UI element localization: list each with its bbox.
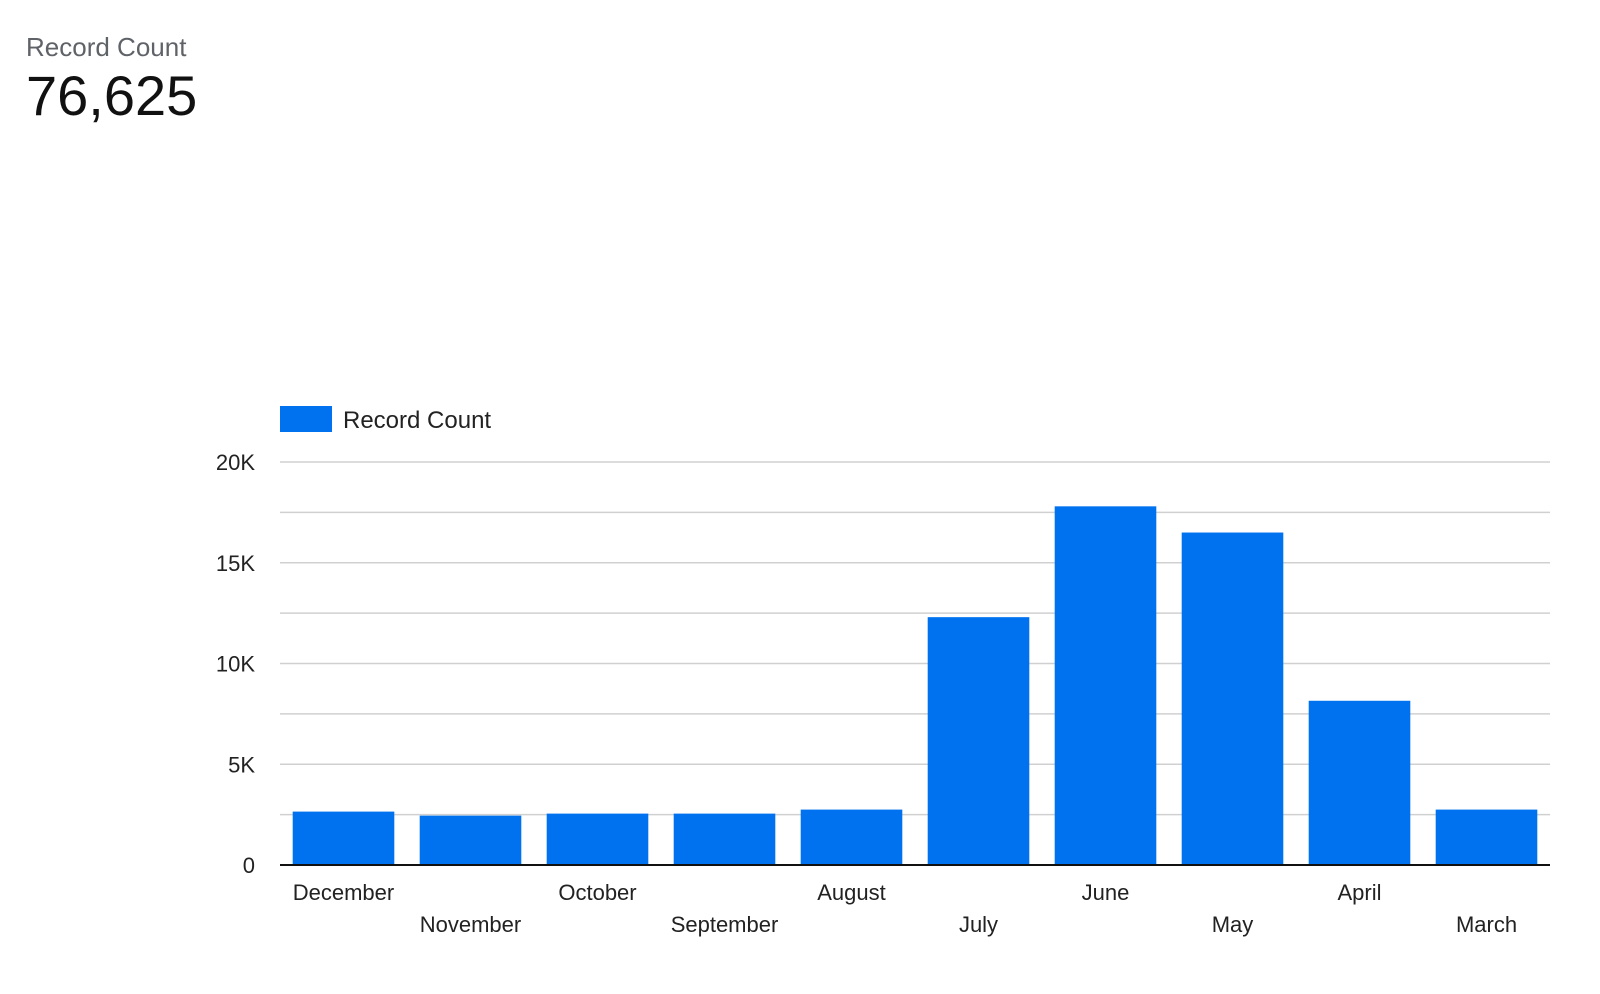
x-tick-label-april: April	[1337, 880, 1381, 905]
y-tick-label: 10K	[216, 652, 255, 677]
legend-label-record-count: Record Count	[343, 407, 491, 434]
x-tick-label-may: May	[1212, 912, 1254, 937]
scorecard-value: 76,625	[26, 64, 198, 127]
legend-swatch	[280, 406, 332, 432]
bar-march[interactable]	[1435, 809, 1538, 865]
y-tick-label: 15K	[216, 551, 255, 576]
x-tick-label-july: July	[959, 912, 998, 937]
bar-june[interactable]	[1054, 506, 1157, 865]
bar-april[interactable]	[1308, 700, 1411, 865]
x-axis-ticks: December November October September August Ju…	[293, 880, 1517, 937]
chart-legend: Record Count	[280, 406, 491, 434]
y-axis-ticks: 0 5K 10K 15K 20K	[216, 450, 255, 878]
scorecard-label: Record Count	[26, 32, 187, 62]
bar-september[interactable]	[673, 813, 776, 865]
x-tick-label-september: September	[671, 912, 779, 937]
bar-may[interactable]	[1181, 532, 1284, 865]
bar-december[interactable]	[292, 811, 395, 865]
bar-august[interactable]	[800, 809, 903, 865]
bar-october[interactable]	[546, 813, 649, 865]
x-tick-label-december: December	[293, 880, 394, 905]
chart-bars	[292, 506, 1538, 865]
y-tick-label: 0	[243, 853, 255, 878]
x-tick-label-august: August	[817, 880, 886, 905]
x-tick-label-march: March	[1456, 912, 1517, 937]
x-tick-label-november: November	[420, 912, 521, 937]
bar-november[interactable]	[419, 815, 522, 865]
y-tick-label: 5K	[228, 752, 255, 777]
scorecard: Record Count 76,625	[26, 30, 197, 128]
bar-july[interactable]	[927, 617, 1030, 865]
chart-gridlines	[280, 461, 1550, 816]
x-tick-label-october: October	[558, 880, 636, 905]
y-tick-label: 20K	[216, 450, 255, 475]
x-tick-label-june: June	[1082, 880, 1130, 905]
